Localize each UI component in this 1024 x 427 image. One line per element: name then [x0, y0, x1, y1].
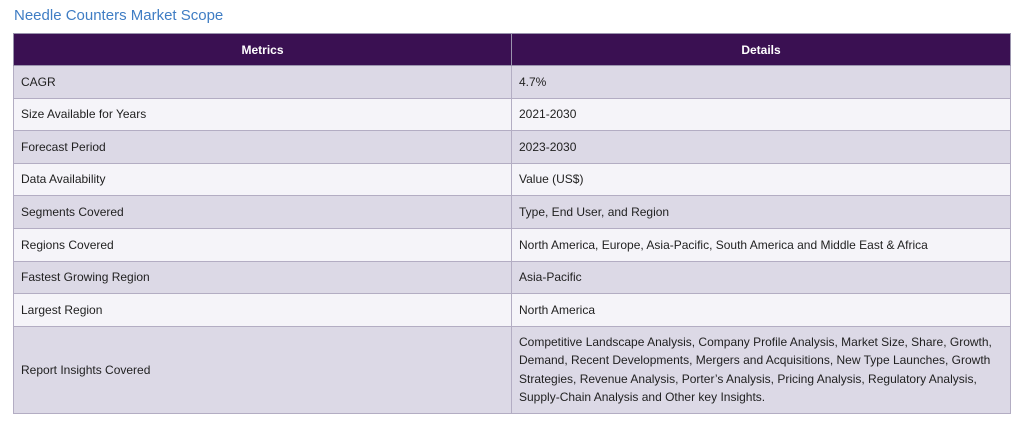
table-row: Segments Covered Type, End User, and Reg… [13, 195, 1011, 229]
metric-cell: Data Availability [13, 162, 512, 197]
detail-cell: 2023-2030 [511, 130, 1011, 164]
header-metrics: Metrics [13, 33, 512, 66]
metric-cell: Forecast Period [13, 130, 512, 164]
table-row: Report Insights Covered Competitive Land… [13, 325, 1011, 414]
table-row: Size Available for Years 2021-2030 [13, 97, 1011, 132]
table-row: Regions Covered North America, Europe, A… [13, 227, 1011, 262]
market-scope-table: Metrics Details CAGR 4.7% Size Available… [13, 33, 1011, 414]
detail-cell: 2021-2030 [511, 97, 1011, 132]
table-row: Largest Region North America [13, 293, 1011, 327]
metric-cell: Report Insights Covered [13, 325, 512, 414]
detail-cell: North America, Europe, Asia-Pacific, Sou… [511, 227, 1011, 262]
table-row: Data Availability Value (US$) [13, 162, 1011, 197]
header-details: Details [511, 33, 1011, 66]
detail-cell: 4.7% [511, 65, 1011, 99]
detail-cell: Type, End User, and Region [511, 195, 1011, 229]
table-header-row: Metrics Details [13, 33, 1011, 66]
metric-cell: Fastest Growing Region [13, 260, 512, 295]
metric-cell: Regions Covered [13, 227, 512, 262]
page-title: Needle Counters Market Scope [14, 7, 224, 24]
table-row: CAGR 4.7% [13, 65, 1011, 99]
metric-cell: Size Available for Years [13, 97, 512, 132]
detail-cell: North America [511, 293, 1011, 327]
metric-cell: CAGR [13, 65, 512, 99]
metric-cell: Largest Region [13, 293, 512, 327]
detail-cell: Value (US$) [511, 162, 1011, 197]
metric-cell: Segments Covered [13, 195, 512, 229]
detail-cell: Asia-Pacific [511, 260, 1011, 295]
table-row: Fastest Growing Region Asia-Pacific [13, 260, 1011, 295]
table-row: Forecast Period 2023-2030 [13, 130, 1011, 164]
detail-cell: Competitive Landscape Analysis, Company … [511, 325, 1011, 414]
